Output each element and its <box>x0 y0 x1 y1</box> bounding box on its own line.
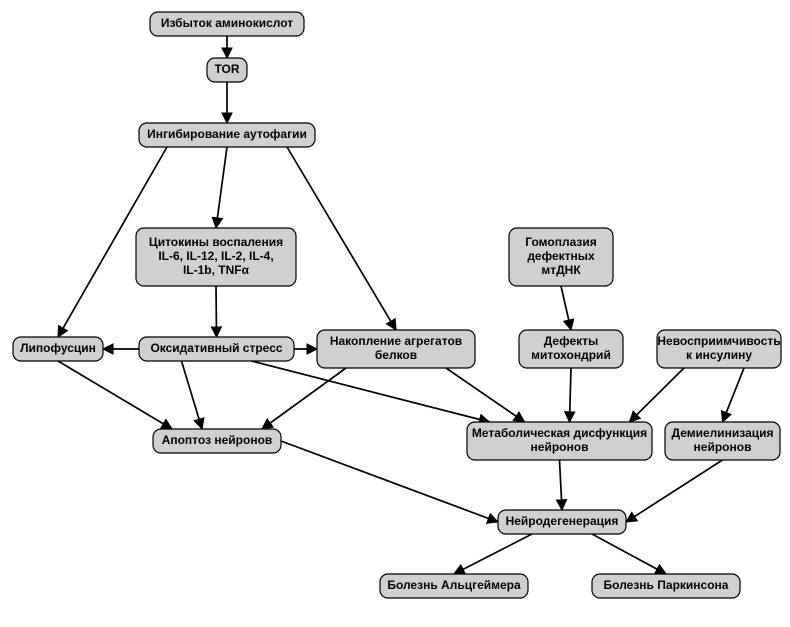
edge-insulin-metdys <box>630 368 685 422</box>
node-tor: TOR <box>207 58 247 82</box>
edge-oxstress-metdys <box>252 361 490 422</box>
node-neurodeg: Нейродегенерация <box>498 510 626 534</box>
edge-neurodeg-alzheimer <box>454 534 532 574</box>
edge-neurodeg-parkinson <box>592 534 666 574</box>
edge-apoptosis-neurodeg <box>281 441 498 522</box>
node-metdys: Метаболическая дисфункциянейронов <box>467 422 652 460</box>
node-mito: Дефектымитохондрий <box>519 330 623 368</box>
node-lipofuscin-label: Липофусцин <box>20 341 96 355</box>
node-lipofuscin: Липофусцин <box>13 337 103 361</box>
node-insulin: Невосприимчивостьк инсулину <box>657 330 781 368</box>
node-parkinson-label: Болезнь Паркинсона <box>604 578 729 592</box>
edge-inhib-cytokines <box>216 147 227 228</box>
node-inhib-label: Ингибирование аутофагии <box>147 127 307 141</box>
node-excess: Избыток аминокислот <box>150 12 304 36</box>
edge-homoplasia-mito <box>561 286 571 330</box>
edge-inhib-aggregates <box>287 147 396 330</box>
node-neurodeg-label: Нейродегенерация <box>506 514 619 528</box>
edge-metdys-neurodeg <box>560 460 563 510</box>
edge-lipofuscin-apoptosis <box>58 361 172 429</box>
flowchart-canvas: Избыток аминокислот TOR Ингибирование ауто… <box>0 0 790 627</box>
node-aggregates: Накопление агрегатовбелков <box>317 330 475 368</box>
node-demyel: Демиелинизациянейронов <box>665 422 780 460</box>
edge-mito-metdys <box>570 368 572 422</box>
node-apoptosis-label: Апоптоз нейронов <box>162 433 273 447</box>
node-apoptosis: Апоптоз нейронов <box>153 429 281 453</box>
edge-demyel-neurodeg <box>626 460 723 522</box>
node-inhib: Ингибирование аутофагии <box>139 123 315 147</box>
node-alzheimer-label: Болезнь Альцгеймера <box>387 578 521 592</box>
node-alzheimer: Болезнь Альцгеймера <box>380 574 528 598</box>
node-oxstress-label: Оксидативный стресс <box>150 341 282 355</box>
edge-cytokines-oxstress <box>216 286 217 337</box>
edge-insulin-demyel <box>723 368 745 422</box>
node-oxstress: Оксидативный стресс <box>139 337 294 361</box>
nodes-layer: Избыток аминокислот TOR Ингибирование ауто… <box>13 12 781 598</box>
node-cytokines: Цитокины воспаленияIL-6, IL-12, IL-2, IL… <box>136 228 296 286</box>
edges-layer <box>58 36 744 574</box>
node-homoplasia: ГомоплазиядефектныхмтДНК <box>509 228 613 286</box>
edge-oxstress-apoptosis <box>182 361 203 429</box>
edge-aggregates-apoptosis <box>262 368 346 429</box>
node-tor-label: TOR <box>214 62 239 76</box>
node-parkinson: Болезнь Паркинсона <box>592 574 740 598</box>
node-excess-label: Избыток аминокислот <box>161 16 293 30</box>
